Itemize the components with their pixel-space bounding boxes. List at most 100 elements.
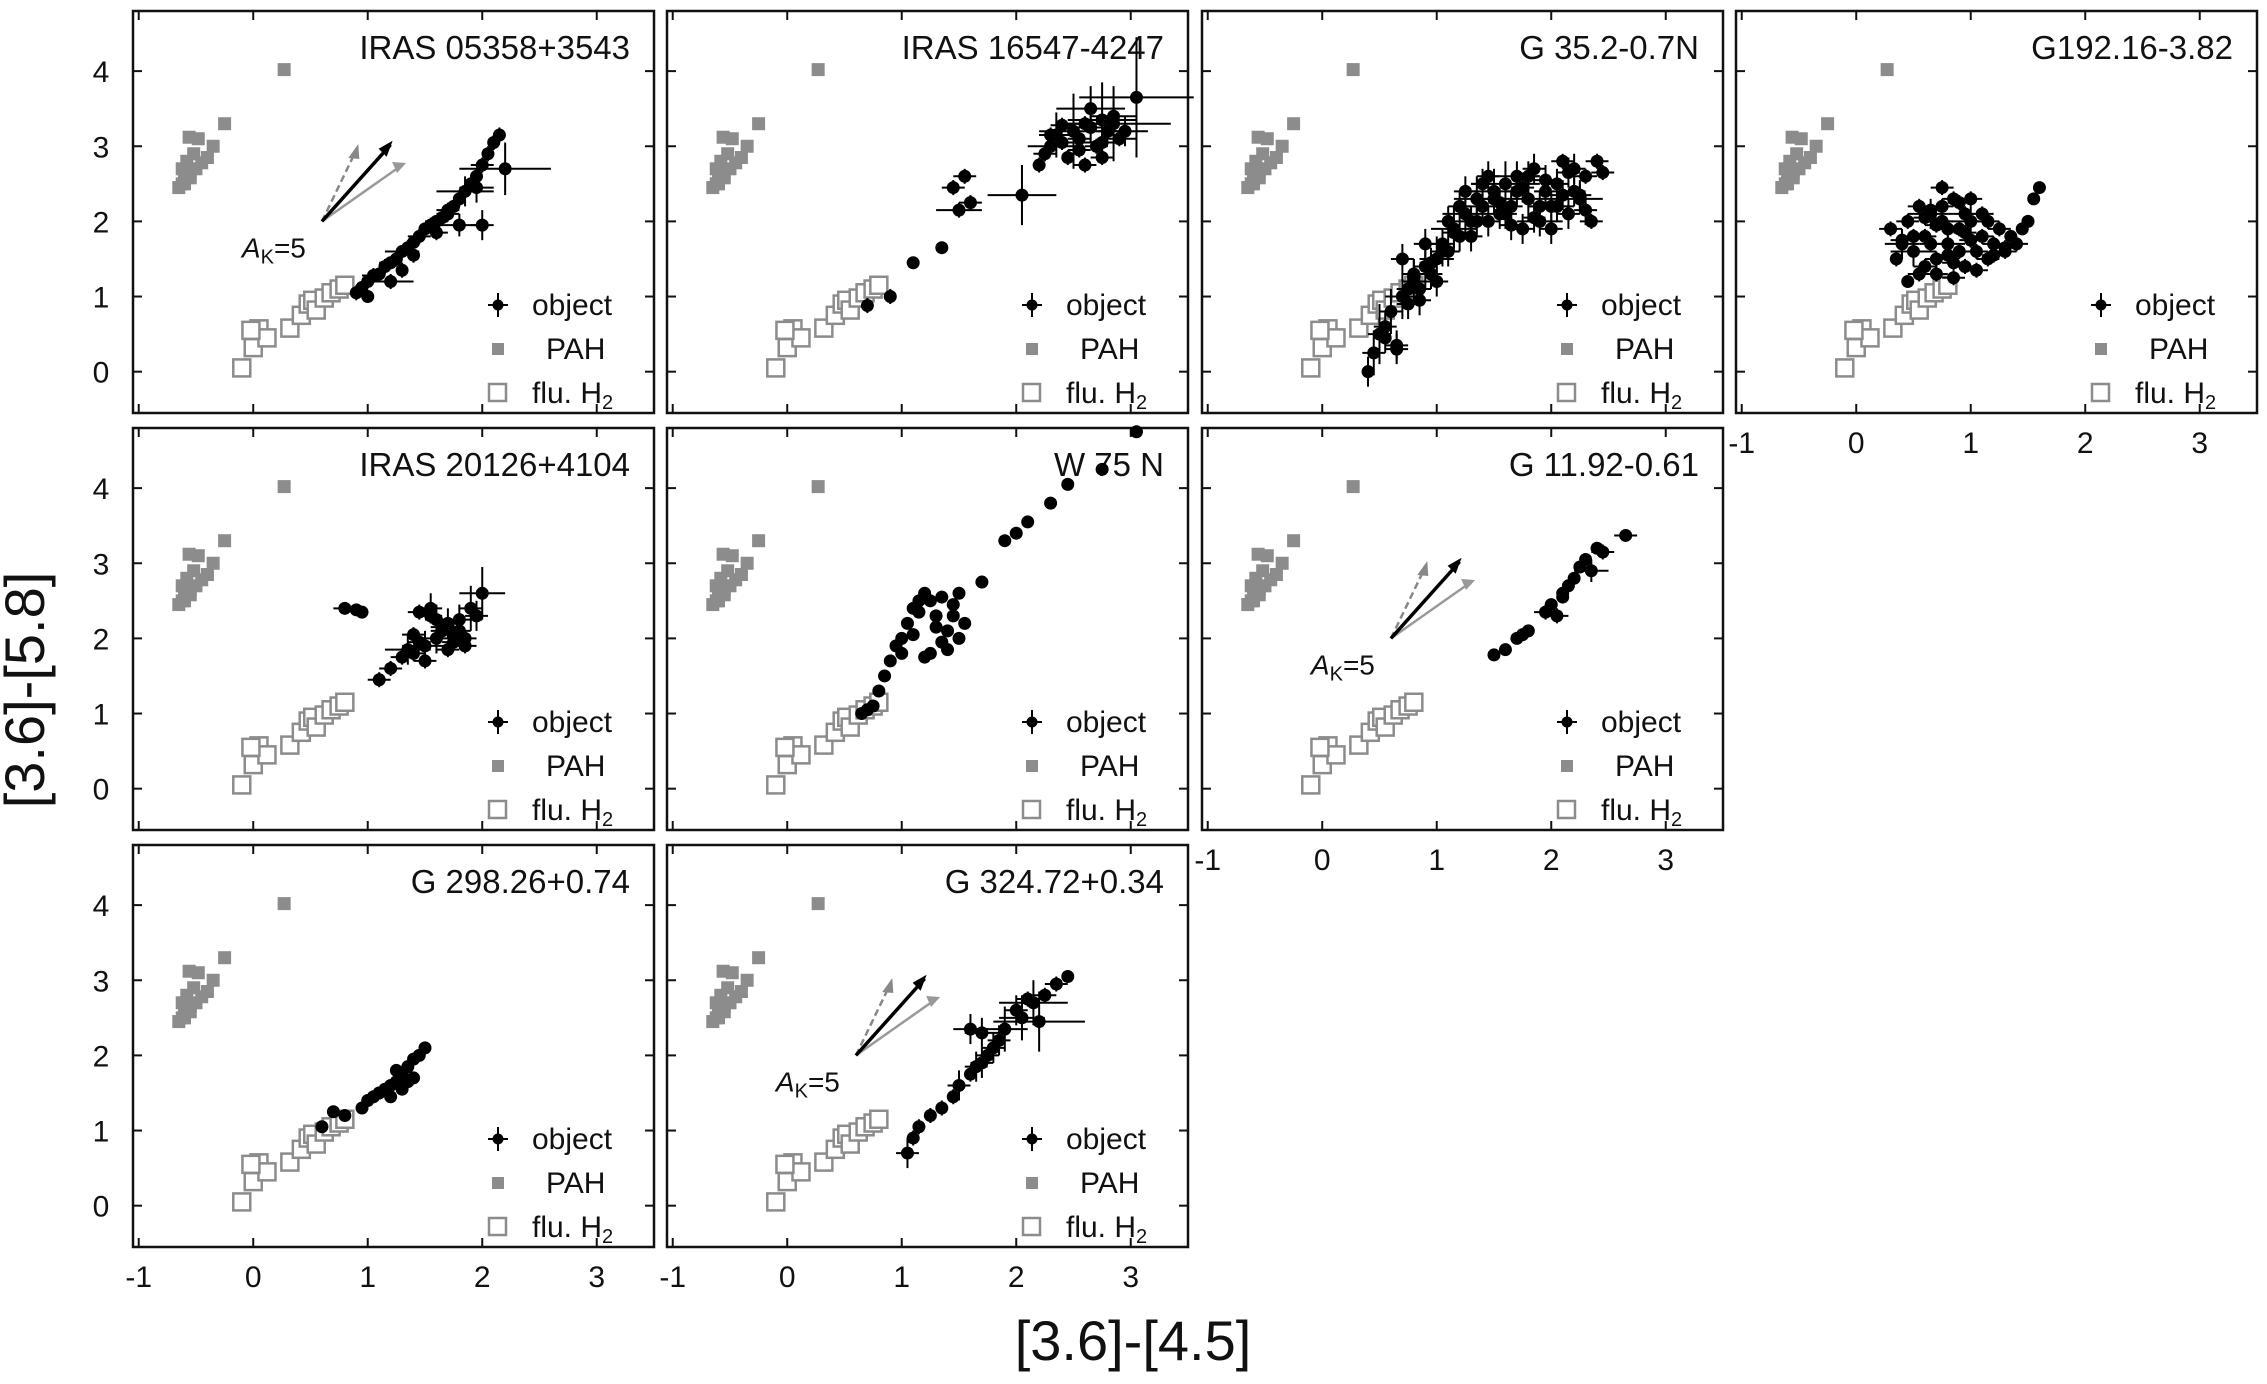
pah-point <box>1252 588 1266 602</box>
object-point <box>401 1075 415 1089</box>
object-point <box>1061 969 1075 983</box>
legend-object-label: object <box>1066 1123 1147 1156</box>
object-point <box>1544 598 1558 612</box>
object-point <box>1095 462 1109 476</box>
pah-point <box>725 966 739 980</box>
object-point <box>1055 135 1069 149</box>
object-point <box>1556 590 1570 604</box>
object-point <box>1596 166 1610 180</box>
object-point <box>1026 996 1040 1010</box>
object-point <box>1573 188 1587 202</box>
h2-point <box>1310 320 1330 341</box>
pah-point <box>1252 171 1266 185</box>
object-point <box>361 290 375 304</box>
legend-h2-marker <box>487 382 508 403</box>
h2-point <box>335 275 355 296</box>
h2-point <box>791 1162 811 1182</box>
legend-h2-label: flu. H2 <box>1601 377 1682 414</box>
pah-point <box>1287 117 1301 131</box>
legend-pah-label: PAH <box>1080 750 1139 783</box>
pah-point <box>206 556 220 570</box>
y-tick-label: 0 <box>93 774 110 807</box>
extinction-arrow-head-dashed <box>882 978 894 994</box>
object-point <box>866 699 880 713</box>
pah-point <box>740 556 754 570</box>
object-point <box>2021 214 2035 228</box>
extinction-arrow-grey <box>1390 581 1472 640</box>
object-point <box>418 1041 432 1055</box>
object-point <box>929 620 943 634</box>
object-point <box>1584 214 1598 228</box>
pah-point <box>187 147 201 161</box>
x-tick-label: 2 <box>1543 844 1560 877</box>
pah-point <box>200 151 214 165</box>
object-point <box>1901 214 1915 228</box>
pah-point <box>725 549 739 563</box>
pah-point <box>717 588 731 602</box>
object-point <box>2032 181 2046 195</box>
legend-object-marker <box>1561 716 1573 728</box>
object-point <box>1476 199 1490 213</box>
legend-pah-marker <box>1561 343 1573 355</box>
panel-frame <box>131 843 656 1249</box>
pah-point <box>1880 63 1894 77</box>
object-point <box>418 654 432 668</box>
extinction-vector: AK=5 <box>1309 557 1476 685</box>
x-tick-label: 1 <box>1428 844 1445 877</box>
object-point <box>407 248 421 262</box>
object-point <box>906 1131 920 1145</box>
object-point <box>1361 365 1375 379</box>
y-tick-label: 2 <box>93 206 110 239</box>
extinction-arrow-head-grey <box>926 996 941 1008</box>
object-point <box>1118 124 1132 138</box>
legend-object-label: object <box>532 706 613 739</box>
object-point <box>1493 196 1507 210</box>
pah-point <box>1269 568 1283 582</box>
panel-frame <box>131 9 656 415</box>
object-point <box>475 586 489 600</box>
object-point <box>1533 199 1547 213</box>
h2-point <box>335 692 355 713</box>
extinction-arrow-head-dashed <box>348 144 360 160</box>
panel-7: -1 0 1 2 3 G 11.92-0.61 AK=5 object PAH flu. H2 <box>1194 426 1725 877</box>
extinction-label: AK=5 <box>774 1066 840 1102</box>
pah-point <box>200 568 214 582</box>
object-point <box>935 241 949 255</box>
h2-point <box>766 358 786 378</box>
h2-point <box>791 745 811 765</box>
legend-h2-label: flu. H2 <box>532 377 613 414</box>
object-point <box>1481 169 1495 183</box>
object-point <box>1969 244 1983 258</box>
object-point <box>458 639 472 653</box>
object-point <box>389 1063 403 1077</box>
object-point <box>1504 218 1518 232</box>
legend-h2-label: flu. H2 <box>1066 1211 1147 1248</box>
object-point <box>1487 648 1501 662</box>
legend-pah-label: PAH <box>546 333 605 366</box>
legend-object-marker <box>492 1133 504 1145</box>
object-series <box>315 1041 432 1134</box>
object-point <box>492 128 506 142</box>
object-point <box>946 598 960 612</box>
object-point <box>429 226 443 240</box>
panel-title: G 324.72+0.34 <box>945 863 1164 900</box>
x-tick-label: 2 <box>2077 427 2094 460</box>
legend-object-marker <box>1026 716 1038 728</box>
panel-title: G 298.26+0.74 <box>411 863 630 900</box>
y-tick-label: 2 <box>93 1040 110 1073</box>
y-tick-label: 3 <box>93 965 110 998</box>
h2-point <box>1326 328 1346 348</box>
pah-point <box>734 568 748 582</box>
panel-title: G 35.2-0.7N <box>1519 29 1699 66</box>
object-point <box>906 628 920 642</box>
panel-8: -1 0 1 2 3 0 1 2 3 4 G 298.26+0.74 object PAH flu. H2 <box>93 843 656 1294</box>
legend: object PAH flu. H2 <box>487 289 613 414</box>
h2-point <box>775 1154 795 1175</box>
legend-h2-marker <box>1021 799 1042 820</box>
object-point <box>1969 263 1983 277</box>
y-tick-label: 1 <box>93 282 110 315</box>
extinction-arrow-head-grey <box>392 162 407 174</box>
legend-object-marker <box>1026 299 1038 311</box>
object-point <box>1401 282 1415 296</box>
object-point <box>1384 305 1398 319</box>
